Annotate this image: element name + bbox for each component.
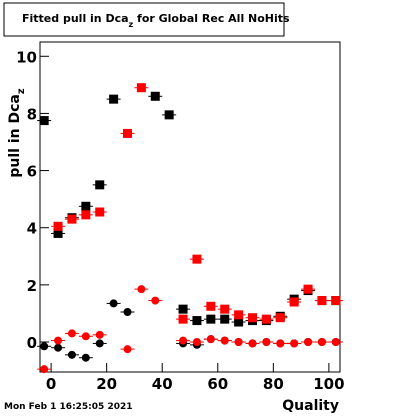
point: [81, 201, 91, 211]
chart-title: Fitted pull in Dcaz for Global Rec All N…: [22, 12, 290, 29]
point: [54, 336, 63, 345]
point: [289, 297, 299, 307]
point: [179, 336, 188, 345]
x-tick-label: 20: [96, 375, 117, 393]
point: [178, 314, 188, 324]
x-tick-label: 100: [313, 375, 344, 393]
y-tick-label: 4: [27, 220, 37, 238]
point: [234, 310, 244, 320]
point: [123, 308, 132, 316]
point: [234, 338, 243, 346]
point: [331, 338, 340, 346]
point: [275, 313, 285, 323]
point: [53, 221, 63, 231]
point: [95, 207, 105, 217]
point: [95, 339, 104, 348]
x-axis-label: Quality: [282, 398, 339, 414]
point: [248, 313, 257, 323]
y-tick-label: 2: [27, 277, 37, 295]
point: [248, 339, 257, 348]
point: [81, 353, 90, 362]
y-tick-label: 8: [27, 105, 37, 123]
point: [54, 343, 63, 352]
point: [67, 329, 76, 338]
title-box: [3, 2, 285, 37]
point: [39, 116, 49, 126]
x-tick-label: 0: [46, 375, 56, 393]
point: [220, 314, 230, 324]
point: [220, 336, 229, 345]
point: [262, 338, 271, 346]
point: [192, 316, 202, 326]
point: [164, 110, 174, 120]
point: [109, 94, 119, 104]
x-tick-label: 40: [152, 375, 173, 393]
x-tick-label: 80: [263, 375, 284, 393]
point: [109, 299, 118, 308]
point: [40, 342, 49, 351]
point: [67, 350, 76, 359]
point: [95, 330, 104, 339]
point: [40, 365, 49, 374]
x-tick-label: 60: [207, 375, 228, 393]
point: [234, 317, 244, 327]
point: [304, 338, 313, 346]
y-tick-label: 0: [27, 334, 37, 352]
point: [123, 128, 132, 138]
point: [192, 338, 201, 346]
timestamp: Mon Feb 1 16:25:05 2021: [4, 402, 133, 412]
point: [192, 254, 202, 264]
point: [317, 338, 326, 346]
point: [81, 332, 90, 341]
point: [67, 214, 77, 224]
point: [290, 339, 299, 348]
point: [206, 314, 216, 324]
point: [303, 284, 313, 294]
point: [317, 296, 327, 306]
point: [331, 296, 341, 306]
point: [137, 285, 146, 294]
point: [95, 180, 105, 190]
y-tick-label: 10: [16, 48, 37, 66]
point: [206, 335, 215, 344]
point: [220, 304, 230, 314]
y-axis-label: pull in Dcaz: [7, 88, 27, 177]
point: [150, 91, 160, 101]
point: [261, 314, 271, 324]
point: [178, 304, 188, 314]
point: [81, 210, 91, 220]
point: [53, 228, 63, 238]
y-tick-label: 6: [27, 163, 37, 181]
point: [151, 296, 160, 305]
point: [136, 83, 146, 93]
point: [206, 301, 216, 311]
point: [276, 339, 285, 348]
point: [123, 345, 132, 354]
